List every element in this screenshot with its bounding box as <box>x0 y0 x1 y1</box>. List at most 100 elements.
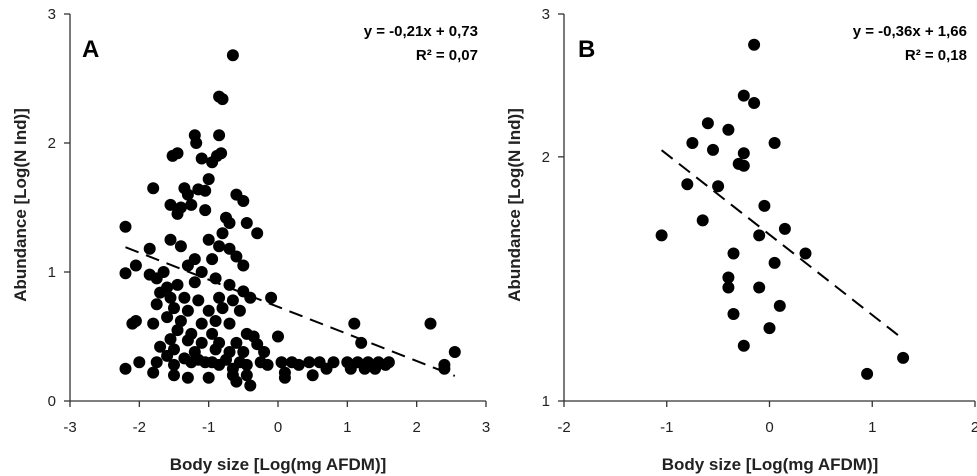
panel-a-trendline <box>125 246 456 377</box>
panel-a-point <box>181 371 194 384</box>
panel-a-point <box>147 182 160 195</box>
panel-b-y-tick-label: 2 <box>542 149 550 166</box>
panel-a-point <box>119 267 132 280</box>
panel-a-point <box>230 250 243 263</box>
panel-a-y-ticks: 0 1 2 3 <box>48 6 70 410</box>
panel-a-point <box>258 346 271 358</box>
panel-a-point <box>278 371 291 384</box>
panel-a-point <box>223 217 236 229</box>
panel-b-x-tick-label: 0 <box>765 419 773 436</box>
panel-a-point <box>216 302 229 315</box>
panel-a-point <box>185 356 198 369</box>
panel-a-point <box>129 259 142 272</box>
panel-b-point <box>722 281 735 294</box>
panel-b-point <box>737 89 750 102</box>
panel-a-point <box>199 356 212 369</box>
panel-a-point <box>181 304 194 317</box>
panel-a-point <box>202 173 215 186</box>
panel-a-y-tick-label: 0 <box>48 393 56 410</box>
panel-a-point <box>181 188 194 201</box>
panel-b-points <box>655 38 910 380</box>
panel-a-letter: A <box>82 36 99 63</box>
panel-b-point <box>737 159 750 172</box>
panel-a-y-tick-label: 3 <box>48 6 56 23</box>
panel-a-point <box>251 338 264 351</box>
panel-b: -2 -1 0 1 2 1 2 3 B y = -0,36x + 1,66 R² = 0,1… <box>505 6 977 474</box>
panel-a-point <box>213 129 226 142</box>
panel-a-point <box>230 336 243 349</box>
panel-a-point <box>199 204 212 217</box>
panel-a-point <box>195 317 208 330</box>
panel-b-point <box>722 271 735 284</box>
panel-a-point <box>348 317 361 330</box>
panel-a-point <box>215 147 228 160</box>
panel-a-point <box>202 233 215 246</box>
panel-a-point <box>181 259 194 272</box>
panel-b-point <box>799 247 812 260</box>
panel-a-point <box>226 294 239 307</box>
panel-a-point <box>161 349 174 362</box>
panel-a-point <box>150 272 163 285</box>
panel-b-point <box>681 178 694 191</box>
panel-a-point <box>251 227 264 240</box>
panel-a-point <box>206 327 219 340</box>
panel-a-point <box>261 358 274 371</box>
panel-a-point <box>199 184 212 197</box>
panel-b-point <box>701 117 714 130</box>
panel-a-point <box>202 371 215 384</box>
panel-b-point <box>861 367 874 380</box>
panel-a-point <box>448 346 461 358</box>
panel-a-point <box>240 217 253 229</box>
panel-a-point <box>438 362 451 375</box>
panel-b-point <box>897 351 910 364</box>
panel-a-point <box>303 356 316 369</box>
panel-b-y-tick-label: 3 <box>542 6 550 23</box>
panel-a-x-axis-label: Body size [Log(mg AFDM)] <box>170 455 387 474</box>
panel-a-point <box>240 358 253 371</box>
panel-a-point <box>233 304 246 317</box>
panel-a-point <box>223 242 236 255</box>
panel-a-point <box>174 240 187 253</box>
panel-a-point <box>174 315 187 327</box>
panel-a-point <box>292 358 305 371</box>
panel-a-point <box>154 286 167 299</box>
panel-a-point <box>306 369 319 382</box>
panel-a-points <box>119 49 461 392</box>
panel-a-y-tick-label: 1 <box>48 264 56 281</box>
panel-a-r2: R² = 0,07 <box>416 47 478 64</box>
panel-a-point <box>223 278 236 291</box>
panel-a-point <box>213 358 226 371</box>
panel-b-letter: B <box>578 36 595 63</box>
panel-a-point <box>150 298 163 311</box>
panel-a-x-tick-label: -1 <box>202 419 215 436</box>
panel-b-point <box>727 308 740 320</box>
panel-b-point <box>748 38 761 51</box>
panel-a-point <box>344 362 357 375</box>
panel-b-point <box>773 299 786 312</box>
panel-a-x-tick-label: 1 <box>343 419 351 436</box>
panel-a-point <box>154 340 167 353</box>
panel-a-point <box>202 304 215 317</box>
panel-a-point <box>216 227 229 240</box>
panel-a-point <box>223 317 236 330</box>
panel-a-point <box>171 278 184 291</box>
panel-a-point <box>150 356 163 369</box>
panel-b-point <box>748 97 761 109</box>
panel-a-point <box>424 317 437 330</box>
panel-a-point <box>164 198 177 211</box>
panel-a-point <box>164 233 177 246</box>
panel-a-point <box>355 336 368 349</box>
panel-b-point <box>753 229 766 242</box>
panel-a-point <box>164 333 177 346</box>
panel-a-point <box>192 294 205 307</box>
panel-a-point <box>320 362 333 375</box>
panel-a-point <box>206 253 219 266</box>
panel-a-point <box>369 362 382 375</box>
panel-b-point <box>778 222 791 235</box>
panel-a-point <box>185 198 198 211</box>
panel-a-point <box>358 362 371 375</box>
panel-a-point <box>237 195 250 207</box>
panel-b-point <box>758 199 771 212</box>
panel-a-point <box>216 93 229 106</box>
panel-a-point <box>265 291 278 304</box>
